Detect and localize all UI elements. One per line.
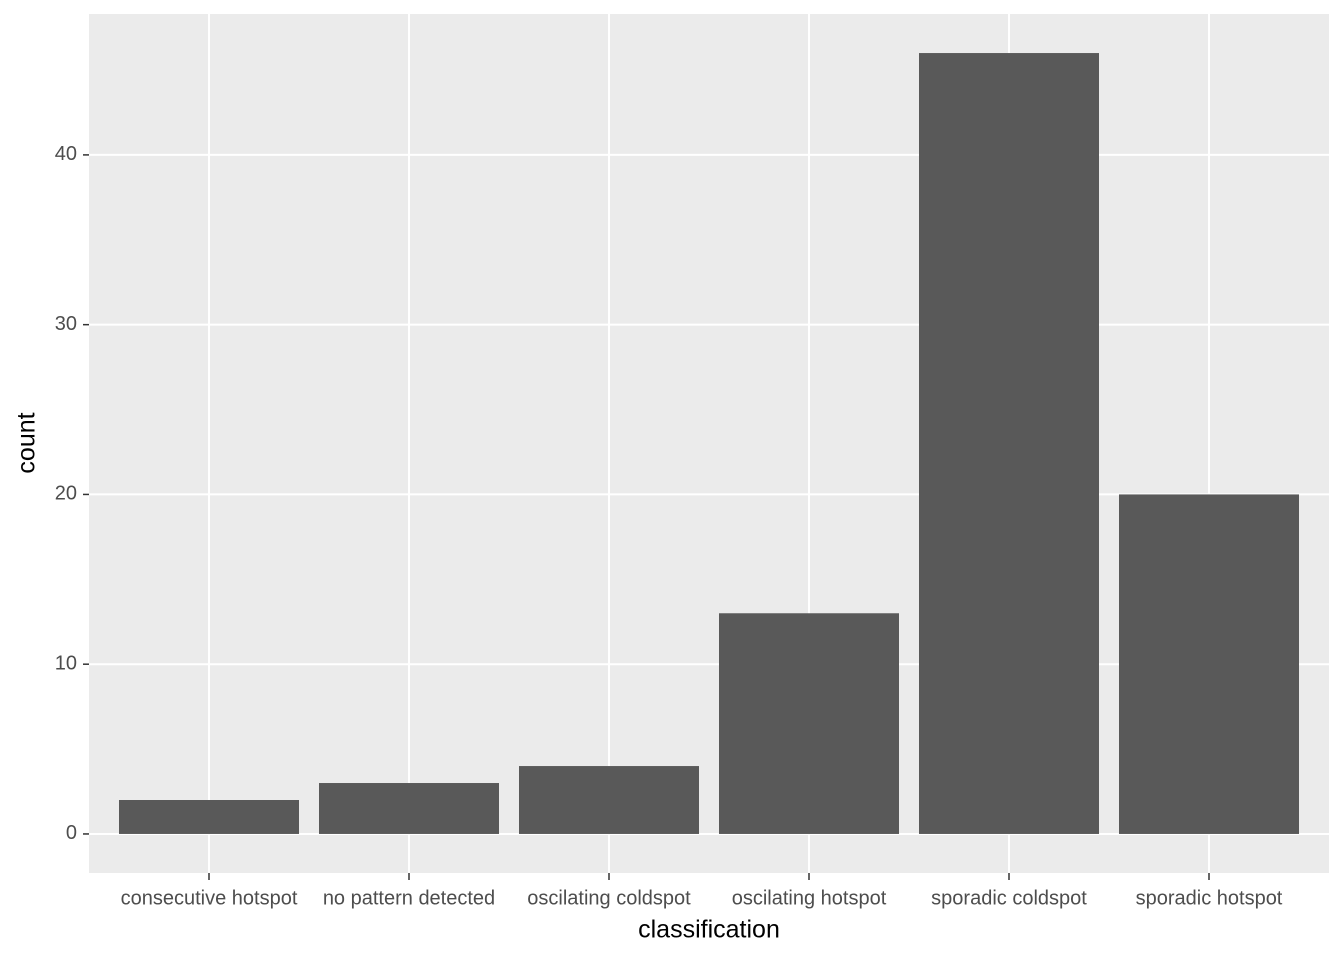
bar	[119, 800, 299, 834]
bar	[719, 613, 899, 834]
y-tick-label: 20	[55, 483, 77, 505]
y-tick-label: 0	[66, 822, 77, 844]
x-tick-label: oscilating hotspot	[732, 887, 887, 909]
x-axis-title: classification	[638, 916, 780, 944]
x-tick-label: sporadic hotspot	[1136, 887, 1283, 909]
x-tick-label: oscilating coldspot	[527, 887, 691, 909]
bar	[519, 766, 699, 834]
y-tick-label: 40	[55, 143, 77, 165]
bar	[919, 53, 1099, 834]
y-tick-label: 30	[55, 313, 77, 335]
x-tick-label: no pattern detected	[323, 887, 495, 909]
bar	[1119, 494, 1299, 834]
bar	[319, 783, 499, 834]
y-tick-label: 10	[55, 652, 77, 674]
x-tick-label: consecutive hotspot	[121, 887, 298, 909]
y-axis-title: count	[13, 412, 41, 473]
x-tick-label: sporadic coldspot	[931, 887, 1087, 909]
